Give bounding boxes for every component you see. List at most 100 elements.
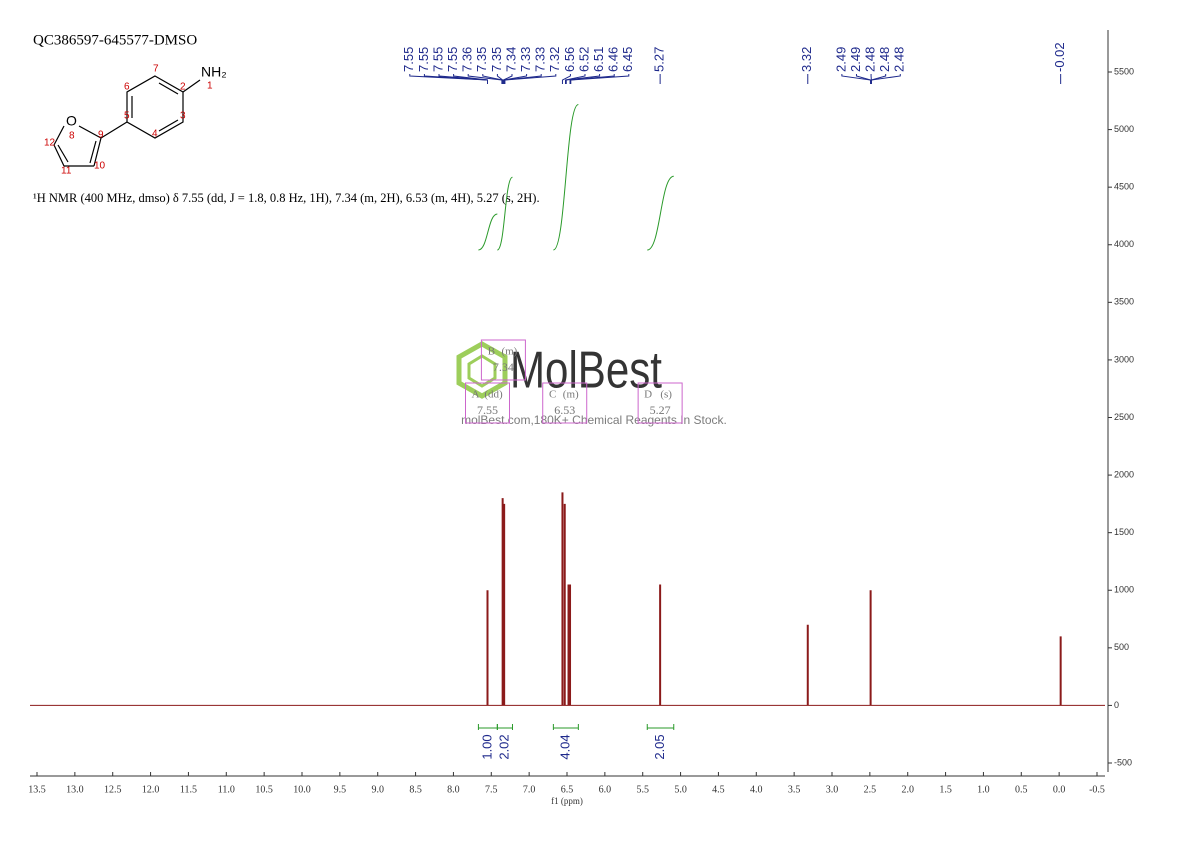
peak-label-connector xyxy=(467,74,503,84)
peak-label: 2.49 xyxy=(833,47,848,72)
atom-label: O xyxy=(66,113,77,129)
watermark-logo xyxy=(456,341,508,399)
x-tick-label: 9.5 xyxy=(334,784,347,795)
sample-title: QC386597-645577-DMSO xyxy=(33,32,197,48)
y-tick-label: -500 xyxy=(1114,757,1132,767)
y-tick-label: 500 xyxy=(1114,642,1129,652)
atom-number: 12 xyxy=(44,138,56,149)
y-tick-label: 1500 xyxy=(1114,527,1134,537)
peak-label-connector xyxy=(453,74,488,84)
x-axis-label: f1 (ppm) xyxy=(551,796,583,806)
multiplet-shift: 6.53 xyxy=(554,403,575,417)
atom-label: NH₂ xyxy=(201,64,227,80)
x-tick-label: 8.0 xyxy=(447,784,460,795)
peak-label-connector xyxy=(503,74,542,84)
y-tick-label: 5500 xyxy=(1114,66,1134,76)
x-tick-label: 4.5 xyxy=(712,784,725,795)
peak-label-connector xyxy=(870,74,901,84)
multiplet-shift: 7.55 xyxy=(477,403,498,417)
atom-number: 9 xyxy=(98,130,104,141)
peak-label-connector xyxy=(855,74,872,84)
multiplet-box xyxy=(637,382,683,424)
nmr-description: ¹H NMR (400 MHz, dmso) δ 7.55 (dd, J = 1… xyxy=(33,191,540,205)
y-tick-label: 2500 xyxy=(1114,412,1134,422)
x-tick-label: 5.0 xyxy=(674,784,687,795)
x-tick-label: 3.5 xyxy=(788,784,801,795)
x-tick-label: 2.5 xyxy=(864,784,877,795)
y-tick-label: 4500 xyxy=(1114,182,1134,192)
peak-label-connector xyxy=(496,74,504,84)
peak-label-connector xyxy=(569,74,615,84)
integral-bracket xyxy=(496,724,513,730)
x-tick-label: 1.0 xyxy=(977,784,990,795)
x-tick-label: 7.5 xyxy=(485,784,498,795)
peak-label: 6.46 xyxy=(606,47,621,72)
x-tick-label: 0.0 xyxy=(1053,784,1066,795)
peak-label: 7.36 xyxy=(460,47,475,72)
watermark-logo-inner xyxy=(467,354,497,388)
integral-label: 1.00 xyxy=(479,734,494,759)
x-tick-label: 4.0 xyxy=(750,784,763,795)
peak-label: 7.55 xyxy=(430,47,445,72)
multiplet-type: (s) xyxy=(660,389,672,401)
peak-label: 2.48 xyxy=(863,47,878,72)
x-tick-label: 13.5 xyxy=(28,784,46,795)
atom-number: 11 xyxy=(61,166,72,177)
atom-number: 1 xyxy=(207,81,213,92)
peak-label: 2.48 xyxy=(877,47,892,72)
peak-label: 5.27 xyxy=(652,47,667,72)
peak-label: 7.35 xyxy=(489,47,504,72)
x-tick-label: 9.0 xyxy=(371,784,384,795)
x-tick-label: 2.0 xyxy=(901,784,914,795)
peak-label-connector xyxy=(570,74,630,84)
peak-label: 7.33 xyxy=(533,47,548,72)
y-tick-label: 5000 xyxy=(1114,124,1134,134)
x-tick-label: 1.5 xyxy=(939,784,952,795)
integral-curve xyxy=(496,176,513,251)
atom-number: 7 xyxy=(153,64,159,75)
x-tick-label: 10.5 xyxy=(255,784,273,795)
atom-number: 5 xyxy=(124,111,130,122)
atom-number: 3 xyxy=(180,111,186,122)
peak-label: 7.33 xyxy=(518,47,533,72)
peak-label: 3.32 xyxy=(799,47,814,72)
x-tick-label: 11.0 xyxy=(218,784,235,795)
x-tick-label: 12.0 xyxy=(142,784,160,795)
y-tick-label: 3000 xyxy=(1114,354,1134,364)
x-tick-label: 7.0 xyxy=(523,784,536,795)
peak-label: 2.48 xyxy=(892,47,907,72)
multiplet-type: (dd) xyxy=(484,389,503,401)
peak-label: 7.55 xyxy=(445,47,460,72)
multiplet-shift: 7.34 xyxy=(493,360,514,374)
peak-label: 7.55 xyxy=(416,47,431,72)
double-bonds xyxy=(131,82,179,132)
x-tick-label: 6.5 xyxy=(561,784,574,795)
x-tick-label: 12.5 xyxy=(104,784,122,795)
multiplet-name: D xyxy=(644,389,652,401)
bonds xyxy=(53,79,201,167)
peak-label: 6.51 xyxy=(591,47,606,72)
integral-curve xyxy=(478,213,498,251)
integral-label: 2.02 xyxy=(496,734,511,759)
multiplet-name: A xyxy=(472,389,480,401)
integral-curve xyxy=(647,175,674,251)
peak-label: 7.32 xyxy=(547,47,562,72)
multiplet-box xyxy=(542,382,588,424)
peak-label-connector xyxy=(565,74,601,84)
y-tick-label: 2000 xyxy=(1114,469,1134,479)
multiplet-name: C xyxy=(549,389,556,401)
peak-label: 6.45 xyxy=(620,47,635,72)
watermark: MolBest molBest.com,180K+ Chemical Reage… xyxy=(456,341,727,427)
peak-label: -0.02 xyxy=(1052,42,1067,72)
y-tick-label: 0 xyxy=(1114,700,1119,710)
multiplet-box xyxy=(480,339,526,381)
peak-label-connector xyxy=(502,74,513,84)
x-tick-label: 10.0 xyxy=(293,784,311,795)
structure: NH₂ 1 2 3 4 5 6 7 O 8 9 10 11 12 xyxy=(44,64,227,177)
multiplet-type: (m) xyxy=(501,346,517,358)
atom-number: 4 xyxy=(152,129,158,140)
peak-label: 2.49 xyxy=(848,47,863,72)
x-tick-label: 6.0 xyxy=(599,784,612,795)
